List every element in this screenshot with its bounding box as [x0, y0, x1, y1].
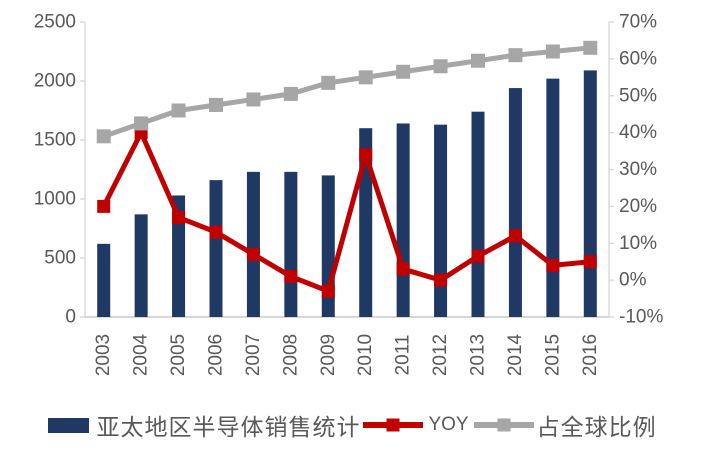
yoy-marker-2008: [284, 269, 298, 283]
x-axis-label-2015: 2015: [542, 334, 563, 376]
x-axis-label-2012: 2012: [430, 334, 451, 376]
legend-share-marker-icon: [497, 418, 511, 432]
x-axis-label-2003: 2003: [93, 334, 114, 376]
x-axis-label-2008: 2008: [280, 334, 301, 376]
legend: 亚太地区半导体销售统计 YOY 占全球比例: [0, 408, 705, 442]
x-axis-label-2010: 2010: [355, 334, 376, 376]
bar-2004: [134, 214, 148, 317]
right-axis-label: -10%: [619, 307, 663, 328]
share-marker-2004: [134, 116, 149, 131]
right-axis-label: 70%: [619, 12, 657, 33]
share-marker-2012: [433, 59, 448, 74]
left-axis-label: 0: [65, 307, 76, 328]
share-marker-2015: [545, 44, 560, 59]
legend-share-label: 占全球比例: [536, 415, 657, 441]
yoy-marker-2012: [434, 273, 448, 287]
x-axis-label-2006: 2006: [206, 334, 227, 376]
right-axis-label: 40%: [619, 122, 657, 143]
right-axis-label: 60%: [619, 48, 657, 69]
bar-2015: [546, 78, 560, 317]
share-marker-2014: [508, 48, 523, 63]
x-axis-label-2009: 2009: [318, 334, 339, 376]
share-marker-2016: [583, 40, 598, 55]
share-marker-2010: [358, 70, 373, 85]
combo-chart: 0 500 1000 1500 2000 2500 -10% 0% 10% 20% 30% 40% 50…: [34, 12, 664, 377]
right-axis-label: 20%: [619, 196, 657, 217]
bar-2012: [434, 124, 448, 317]
x-axis-label-2004: 2004: [131, 333, 152, 376]
x-axis-label-2013: 2013: [468, 334, 489, 376]
yoy-marker-2006: [209, 225, 223, 239]
left-axis-label: 2000: [34, 71, 76, 92]
bar-2013: [471, 111, 485, 318]
bar-2008: [284, 171, 298, 317]
legend-item-share: 占全球比例: [471, 408, 657, 442]
yoy-marker-2005: [172, 210, 186, 224]
share-marker-2008: [283, 86, 298, 101]
left-axis-label: 500: [44, 248, 76, 269]
yoy-marker-2016: [583, 255, 597, 269]
share-marker-2009: [321, 75, 336, 90]
yoy-marker-2013: [471, 249, 485, 263]
x-axis-label-2011: 2011: [393, 335, 414, 376]
legend-yoy-label: YOY: [428, 414, 469, 435]
yoy-marker-2011: [396, 262, 410, 276]
bar-2006: [209, 180, 223, 317]
yoy-marker-2010: [359, 148, 373, 162]
yoy-marker-2015: [546, 258, 560, 272]
right-axis-label: 10%: [619, 233, 657, 254]
share-marker-2003: [96, 129, 111, 144]
bar-2007: [246, 171, 260, 317]
legend-bar-label: 亚太地区半导体销售统计: [96, 415, 361, 441]
yoy-marker-2014: [508, 229, 522, 243]
left-axis-label: 2500: [34, 12, 76, 33]
right-axis-label: 0%: [619, 270, 647, 291]
legend-item-bars: 亚太地区半导体销售统计: [48, 408, 360, 442]
bar-2011: [396, 123, 410, 317]
legend-item-yoy: YOY: [360, 414, 470, 436]
share-marker-2011: [396, 64, 411, 79]
right-axis-label: 50%: [619, 85, 657, 106]
legend-bar-swatch: [48, 417, 90, 433]
legend-share-swatch: [473, 418, 534, 432]
x-axis-label-2016: 2016: [580, 334, 601, 376]
x-axis-label-2007: 2007: [243, 334, 264, 376]
right-axis-label: 30%: [619, 159, 657, 180]
share-marker-2013: [471, 53, 485, 68]
x-axis-label-2014: 2014: [505, 333, 526, 376]
bar-2005: [172, 195, 186, 317]
yoy-marker-2009: [321, 284, 335, 298]
left-axis-label: 1000: [34, 189, 76, 210]
x-axis-label-2005: 2005: [168, 334, 189, 376]
share-marker-2005: [171, 103, 186, 118]
bar-2016: [583, 70, 597, 317]
legend-yoy-swatch: [363, 418, 424, 432]
legend-yoy-marker-icon: [386, 418, 400, 432]
bar-2003: [97, 243, 111, 317]
left-axis-label: 1500: [34, 130, 76, 151]
bar-2014: [508, 88, 522, 317]
yoy-marker-2007: [246, 247, 260, 261]
yoy-marker-2003: [97, 199, 111, 213]
share-marker-2006: [209, 97, 223, 112]
share-marker-2007: [246, 92, 261, 107]
